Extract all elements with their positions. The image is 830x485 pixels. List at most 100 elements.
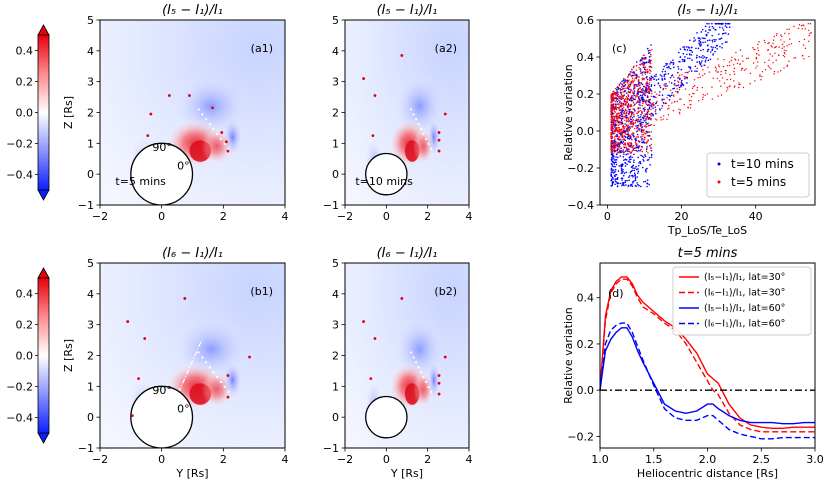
scatter-point bbox=[629, 91, 632, 94]
scatter-point bbox=[646, 159, 649, 161]
scatter-point bbox=[705, 57, 708, 59]
scatter-point bbox=[637, 170, 640, 173]
scatter-point bbox=[630, 137, 632, 140]
scatter-point bbox=[638, 98, 640, 100]
scatter-point bbox=[761, 70, 764, 73]
scatter-point bbox=[661, 107, 663, 110]
scatter-point bbox=[634, 73, 636, 75]
scatter-point bbox=[637, 164, 640, 167]
scatter-point bbox=[646, 78, 649, 81]
x-tick-label: 2 bbox=[424, 210, 431, 223]
scatter-point bbox=[676, 88, 678, 90]
scatter-point bbox=[631, 91, 634, 93]
scatter-point bbox=[669, 61, 672, 63]
scatter-point bbox=[677, 68, 680, 70]
scatter-point bbox=[641, 83, 644, 86]
scatter-point bbox=[690, 104, 692, 106]
scatter-point bbox=[633, 103, 636, 106]
scatter-point bbox=[642, 100, 644, 102]
scatter-point bbox=[643, 160, 645, 162]
scatter-point bbox=[662, 89, 664, 91]
red-marker bbox=[437, 131, 441, 134]
scatter-point bbox=[610, 163, 613, 165]
scatter-point bbox=[644, 66, 646, 69]
scatter-point bbox=[701, 74, 704, 77]
scatter-point bbox=[644, 56, 647, 59]
scatter-point bbox=[711, 98, 714, 100]
scatter-point bbox=[670, 82, 673, 84]
scatter-point bbox=[706, 93, 709, 95]
scatter-point bbox=[646, 145, 648, 148]
panel-label: (a2) bbox=[435, 42, 457, 55]
panel-a1: −2 0 2 4 5 4 3 2 1 0 −1 (I₅ − I₁)/I₁ Z [Rs] (a1) 90° 0°… bbox=[62, 3, 289, 223]
scatter-point bbox=[691, 59, 693, 61]
scatter-point bbox=[613, 139, 616, 142]
scatter-point bbox=[786, 65, 788, 68]
scatter-point bbox=[679, 74, 681, 77]
scatter-point bbox=[808, 40, 810, 43]
scatter-point bbox=[610, 115, 613, 117]
scatter-point bbox=[621, 122, 624, 125]
scatter-point bbox=[648, 59, 650, 62]
scatter-point bbox=[646, 89, 648, 92]
scatter-point bbox=[725, 22, 727, 25]
scatter-point bbox=[684, 71, 687, 74]
scatter-point bbox=[617, 121, 619, 124]
scatter-point bbox=[696, 89, 698, 91]
scatter-point bbox=[643, 77, 645, 80]
scatter-point bbox=[641, 79, 644, 81]
scatter-point bbox=[764, 68, 767, 71]
y-axis-label: Z [Rs] bbox=[62, 96, 75, 129]
scatter-point bbox=[720, 37, 723, 39]
scatter-point bbox=[682, 60, 684, 63]
y-tick-label: 1 bbox=[87, 380, 94, 393]
scatter-point bbox=[620, 111, 623, 114]
scatter-point bbox=[613, 155, 615, 158]
scatter-point bbox=[623, 82, 625, 85]
scatter-point bbox=[726, 41, 728, 43]
panel-label: (c) bbox=[612, 42, 627, 55]
x-tick-label: 1.0 bbox=[591, 453, 609, 466]
white-marker bbox=[201, 356, 204, 359]
scatter-point bbox=[641, 137, 643, 140]
scatter-point bbox=[630, 151, 633, 153]
scatter-point bbox=[650, 84, 653, 86]
scatter-point bbox=[723, 58, 725, 61]
scatter-point bbox=[627, 128, 629, 130]
scatter-point bbox=[794, 57, 797, 59]
scatter-point bbox=[678, 86, 681, 89]
scatter-point bbox=[645, 87, 647, 89]
white-marker bbox=[427, 385, 430, 389]
scatter-point bbox=[689, 39, 691, 42]
scatter-point bbox=[629, 155, 632, 157]
scatter-point bbox=[648, 52, 651, 54]
scatter-point bbox=[683, 103, 685, 106]
red-marker bbox=[373, 337, 377, 340]
scatter-point bbox=[651, 77, 653, 79]
scatter-point bbox=[648, 65, 650, 68]
scatter-point bbox=[702, 57, 704, 59]
scatter-point bbox=[641, 77, 643, 80]
scatter-point bbox=[635, 69, 637, 71]
x-axis-label: Heliocentric distance [Rs] bbox=[637, 467, 778, 480]
legend-marker bbox=[717, 180, 721, 184]
scatter-point bbox=[612, 105, 614, 107]
scatter-point bbox=[638, 184, 640, 187]
white-marker bbox=[417, 366, 420, 369]
scatter-point bbox=[727, 22, 729, 25]
scatter-point bbox=[674, 100, 676, 103]
scatter-point bbox=[620, 135, 622, 137]
y-tick-label: −1 bbox=[78, 199, 94, 212]
scatter-point bbox=[645, 121, 647, 124]
scatter-point bbox=[629, 172, 631, 174]
scatter-point bbox=[629, 126, 632, 128]
scatter-point bbox=[672, 59, 674, 62]
scatter-point bbox=[613, 132, 615, 135]
scatter-point bbox=[611, 106, 613, 108]
y-tick-label: 5 bbox=[332, 257, 339, 270]
scatter-point bbox=[636, 124, 639, 127]
scatter-point bbox=[616, 117, 618, 120]
scatter-point bbox=[642, 128, 644, 131]
scatter-point bbox=[640, 91, 643, 93]
red-region bbox=[201, 370, 233, 408]
